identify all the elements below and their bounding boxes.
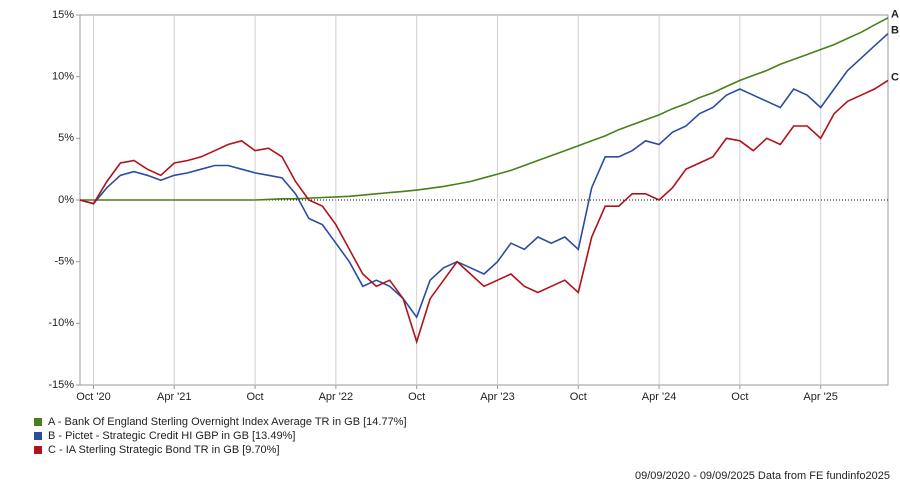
- x-tick-label: Oct: [570, 391, 587, 403]
- legend-label: A - Bank Of England Sterling Overnight I…: [48, 416, 407, 428]
- end-label: C: [891, 71, 899, 83]
- x-tick-label: Apr '23: [480, 391, 515, 403]
- y-tick-label: 0%: [58, 194, 74, 206]
- footer: 09/09/2020 - 09/09/2025 Data from FE fun…: [635, 470, 890, 482]
- legend-label: C - IA Sterling Strategic Bond TR in GB …: [48, 444, 280, 456]
- x-tick-label: Apr '24: [642, 391, 677, 403]
- y-tick-label: 5%: [58, 132, 74, 144]
- y-tick-label: 10%: [52, 71, 74, 83]
- x-tick-label: Oct: [408, 391, 425, 403]
- legend-label: B - Pictet - Strategic Credit HI GBP in …: [48, 430, 295, 442]
- y-tick-label: 15%: [52, 9, 74, 21]
- end-label: B: [891, 25, 899, 37]
- series-line: [79, 79, 889, 345]
- legend-swatch: [34, 418, 42, 426]
- x-tick-label: Apr '22: [319, 391, 354, 403]
- legend-swatch: [34, 446, 42, 454]
- legend-swatch: [34, 432, 42, 440]
- x-tick-label: Oct '20: [76, 391, 111, 403]
- series-line: [79, 33, 889, 319]
- x-tick-label: Oct: [247, 391, 264, 403]
- x-tick-label: Apr '21: [157, 391, 192, 403]
- series-line: [80, 17, 889, 201]
- end-label: A: [891, 9, 899, 21]
- y-tick-label: -10%: [48, 317, 74, 329]
- x-tick-label: Oct: [731, 391, 748, 403]
- y-tick-label: -5%: [54, 256, 74, 268]
- y-tick-label: -15%: [48, 379, 74, 391]
- x-tick-label: Apr '25: [803, 391, 838, 403]
